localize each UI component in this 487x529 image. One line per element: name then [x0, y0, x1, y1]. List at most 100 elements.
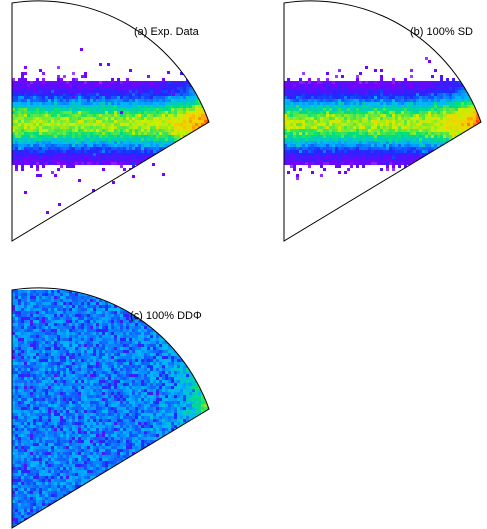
heatmap-cell [356, 99, 359, 102]
heatmap-cell [72, 138, 75, 141]
heatmap-cell [102, 111, 105, 114]
heatmap-cell [407, 102, 410, 105]
heatmap-cell [308, 162, 311, 165]
heatmap-cell [425, 105, 428, 108]
heatmap-cell [207, 99, 209, 102]
heatmap-cell [39, 132, 42, 135]
heatmap-cell [482, 147, 485, 150]
heatmap-cell [60, 135, 63, 138]
heatmap-cell [39, 144, 42, 147]
heatmap-cell [129, 326, 132, 329]
heatmap-cell [458, 159, 461, 162]
heatmap-cell [141, 305, 144, 308]
heatmap-cell [165, 99, 168, 102]
heatmap-cell [144, 117, 147, 120]
heatmap-cell [177, 132, 180, 135]
heatmap-cell [60, 159, 63, 162]
heatmap-cell [320, 129, 323, 132]
heatmap-cell [368, 99, 371, 102]
heatmap-cell [338, 81, 341, 84]
heatmap-cell [362, 99, 365, 102]
heatmap-cell [90, 99, 93, 102]
heatmap-cell [371, 102, 374, 105]
heatmap-cell [111, 123, 114, 126]
heatmap-cell [159, 108, 162, 111]
heatmap-cell [147, 141, 150, 144]
heatmap-cell [18, 111, 21, 114]
heatmap-cell [308, 138, 311, 141]
heatmap-cell [401, 141, 404, 144]
heatmap-cell [314, 129, 317, 132]
heatmap-cell [296, 99, 299, 102]
heatmap-cell [335, 114, 338, 117]
heatmap-cell [189, 144, 192, 147]
heatmap-cell [33, 111, 36, 114]
heatmap-cell [296, 141, 299, 144]
heatmap-cell [183, 117, 186, 120]
heatmap-cell [39, 117, 42, 120]
heatmap-cell [308, 105, 311, 108]
heatmap-cell [452, 156, 455, 159]
heatmap-cell [159, 329, 162, 332]
heatmap-cell [180, 162, 183, 165]
heatmap-cell [479, 156, 481, 159]
heatmap-cell [156, 326, 159, 329]
heatmap-cell [192, 326, 195, 329]
heatmap-cell [126, 314, 129, 317]
heatmap-cell [195, 108, 198, 111]
heatmap-cell [422, 138, 425, 141]
heatmap-cell [464, 99, 467, 102]
heatmap-cell [12, 114, 15, 117]
heatmap-cell [317, 123, 320, 126]
heatmap-cell [93, 99, 96, 102]
heatmap-cell [467, 159, 470, 162]
heatmap-cell [308, 126, 311, 129]
heatmap-cell [27, 108, 30, 111]
heatmap-cell [138, 326, 141, 329]
heatmap-cell [210, 326, 213, 329]
heatmap-cell [311, 123, 314, 126]
heatmap-cell [117, 159, 120, 162]
heatmap-cell [311, 156, 314, 159]
heatmap-cell [195, 147, 198, 150]
heatmap-cell [150, 305, 153, 308]
heatmap-cell [162, 84, 165, 87]
heatmap-cell [51, 323, 54, 326]
heatmap-cell [428, 111, 431, 114]
heatmap-cell [335, 162, 338, 165]
heatmap-cell [195, 138, 198, 141]
heatmap-cell [323, 99, 326, 102]
heatmap-cell [359, 150, 362, 153]
heatmap-cell [132, 111, 135, 114]
heatmap-cell [341, 114, 344, 117]
heatmap-cell [129, 162, 132, 165]
heatmap-cell [180, 84, 183, 87]
heatmap-cell [434, 165, 437, 168]
heatmap-cell [434, 144, 437, 147]
heatmap-cell [138, 129, 141, 132]
heatmap-cell [66, 126, 69, 129]
heatmap-cell [78, 299, 81, 302]
heatmap-cell [356, 141, 359, 144]
heatmap-cell [401, 132, 404, 135]
heatmap-cell [434, 162, 437, 165]
heatmap-cell [42, 326, 45, 329]
heatmap-cell [12, 90, 15, 93]
heatmap-cell [308, 93, 311, 96]
heatmap-cell [449, 150, 452, 153]
heatmap-cell [174, 293, 177, 296]
heatmap-cell [84, 329, 87, 332]
heatmap-cell [416, 90, 419, 93]
heatmap-cell [141, 296, 144, 299]
heatmap-cell [431, 87, 434, 90]
heatmap-cell [99, 335, 102, 338]
heatmap-cell [54, 90, 57, 93]
heatmap-cell [323, 84, 326, 87]
heatmap-cell [189, 123, 192, 126]
heatmap-cell [353, 120, 356, 123]
heatmap-cell [425, 150, 428, 153]
heatmap-cell [126, 99, 129, 102]
heatmap-cell [311, 144, 314, 147]
heatmap-cell [63, 123, 66, 126]
heatmap-cell [24, 320, 27, 323]
